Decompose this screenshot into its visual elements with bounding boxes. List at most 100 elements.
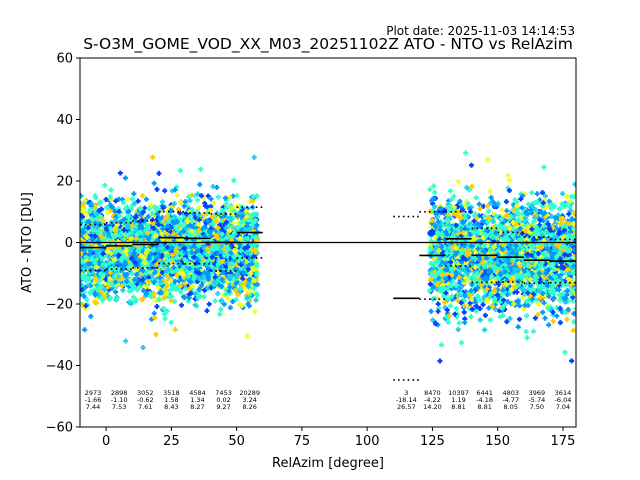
scatter-point xyxy=(140,209,146,215)
scatter-point xyxy=(164,253,170,259)
scatter-point xyxy=(87,209,93,215)
scatter-point xyxy=(149,229,155,235)
scatter-point xyxy=(216,282,222,288)
scatter-point xyxy=(507,177,513,183)
scatter-point xyxy=(549,213,555,219)
scatter-point xyxy=(221,301,227,307)
scatter-point xyxy=(172,187,178,193)
scatter-point xyxy=(228,224,234,230)
scatter-point xyxy=(172,278,178,284)
scatter-point xyxy=(219,277,225,283)
scatter-point xyxy=(218,306,224,312)
scatter-point xyxy=(137,205,143,211)
scatter-point xyxy=(193,269,199,275)
scatter-point xyxy=(564,316,570,322)
scatter-point xyxy=(245,250,251,256)
scatter-point xyxy=(195,278,201,284)
scatter-point xyxy=(238,219,244,225)
scatter-point xyxy=(546,198,552,204)
scatter-point xyxy=(136,284,142,290)
scatter-point xyxy=(99,272,105,278)
scatter-point xyxy=(249,261,255,267)
scatter-point xyxy=(142,205,148,211)
scatter-point xyxy=(89,237,95,243)
scatter-point xyxy=(243,208,249,214)
scatter-point xyxy=(245,244,251,250)
scatter-point xyxy=(496,308,502,314)
scatter-point xyxy=(134,287,140,293)
scatter-point xyxy=(235,292,241,298)
scatter-point xyxy=(201,257,207,263)
scatter-point xyxy=(94,300,100,306)
scatter-point xyxy=(215,225,221,231)
scatter-point xyxy=(227,273,233,279)
scatter-point xyxy=(102,280,108,286)
scatter-point xyxy=(151,291,157,297)
scatter-point xyxy=(242,245,248,251)
scatter-point xyxy=(562,309,568,315)
scatter-point xyxy=(531,328,537,334)
scatter-point xyxy=(254,282,260,288)
scatter-point xyxy=(130,245,136,251)
scatter-point xyxy=(129,196,135,202)
scatter-point xyxy=(215,291,221,297)
scatter-point xyxy=(103,196,109,202)
scatter-point xyxy=(106,236,112,242)
scatter-point xyxy=(229,261,235,267)
scatter-point xyxy=(490,211,496,217)
scatter-point xyxy=(232,287,238,293)
scatter-point xyxy=(529,190,535,196)
scatter-point xyxy=(133,213,139,219)
scatter-point xyxy=(164,308,170,314)
scatter-point xyxy=(221,269,227,275)
scatter-point xyxy=(81,293,87,299)
scatter-point xyxy=(119,283,125,289)
scatter-point xyxy=(570,225,576,231)
scatter-point xyxy=(154,186,160,192)
scatter-point xyxy=(140,288,146,294)
scatter-point xyxy=(94,215,100,221)
scatter-point xyxy=(120,287,126,293)
scatter-point xyxy=(158,242,164,248)
scatter-point xyxy=(504,208,510,214)
scatter-point xyxy=(82,327,88,333)
scatter-point xyxy=(231,178,237,184)
scatter-point xyxy=(170,218,176,224)
scatter-point xyxy=(217,311,223,317)
scatter-point xyxy=(194,209,200,215)
scatter-point xyxy=(134,231,140,237)
scatter-point xyxy=(93,276,99,282)
scatter-point xyxy=(186,194,192,200)
scatter-point xyxy=(92,233,98,239)
scatter-point xyxy=(146,279,152,285)
scatter-point xyxy=(90,216,96,222)
scatter-point xyxy=(565,307,571,313)
scatter-point xyxy=(429,198,435,204)
scatter-point xyxy=(212,274,218,280)
scatter-point xyxy=(120,254,126,260)
scatter-point xyxy=(227,214,233,220)
scatter-point xyxy=(108,251,114,257)
scatter-point xyxy=(208,207,214,213)
scatter-point xyxy=(218,243,224,249)
point-cloud xyxy=(427,150,576,364)
scatter-point xyxy=(138,237,144,243)
scatter-point xyxy=(229,205,235,211)
scatter-point xyxy=(541,300,547,306)
scatter-point xyxy=(468,314,474,320)
scatter-point xyxy=(99,215,105,221)
scatter-point xyxy=(208,247,214,253)
scatter-point xyxy=(224,205,230,211)
scatter-point xyxy=(190,211,196,217)
scatter-point xyxy=(192,214,198,220)
scatter-point xyxy=(212,298,218,304)
scatter-point xyxy=(147,252,153,258)
scatter-point xyxy=(116,252,122,258)
scatter-point xyxy=(208,196,214,202)
scatter-point xyxy=(203,262,209,268)
scatter-point xyxy=(252,309,258,315)
scatter-point xyxy=(108,226,114,232)
scatter-point xyxy=(150,154,156,160)
scatter-point xyxy=(208,229,214,235)
scatter-point xyxy=(212,279,218,285)
